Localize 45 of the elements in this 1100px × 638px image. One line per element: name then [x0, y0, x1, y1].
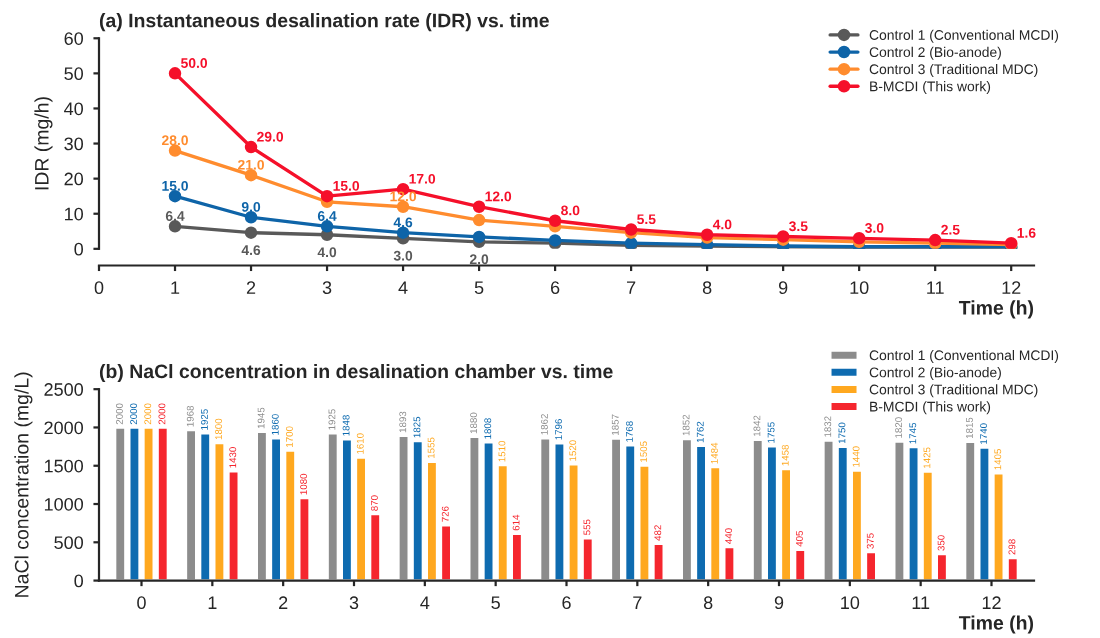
y-tick-label: 2500: [44, 383, 84, 396]
y-tick-label: 2000: [44, 421, 84, 435]
x-tick-label: 4: [398, 281, 408, 294]
x-tick-label: 0: [137, 596, 146, 610]
x-tick-label: 6: [550, 281, 560, 295]
x-tick-label: 9: [778, 281, 788, 295]
x-tick-label: 7: [627, 281, 636, 294]
y-tick-label: 10: [65, 207, 84, 221]
x-tick-label: 4: [420, 596, 430, 609]
x-tick-label: 10: [850, 281, 869, 295]
x-tick-label: 11: [927, 281, 944, 294]
x-tick-label: 3: [322, 281, 332, 295]
x-tick-label: 3: [349, 596, 359, 610]
x-tick-label: 12: [1002, 281, 1021, 294]
x-tick-label: 9: [774, 596, 784, 610]
y-tick-label: 40: [64, 102, 84, 116]
x-tick-label: 1: [208, 596, 217, 609]
y-tick-label: 1500: [44, 459, 84, 473]
x-tick-label: 2: [279, 596, 288, 609]
y-tick-label: 20: [64, 172, 84, 186]
x-tick-label: 5: [474, 281, 484, 295]
y-axis-title: IDR (mg/h): [34, 97, 53, 190]
y-tick-label: 30: [64, 137, 84, 151]
x-tick-label: 7: [633, 596, 642, 609]
x-tick-label: 5: [491, 596, 500, 610]
y-tick-label: 60: [64, 32, 84, 45]
x-axis-title: Time (h): [958, 615, 1034, 634]
chart-title: (b) NaCl concentration in desalination chamber vs. time: [99, 363, 613, 383]
x-tick-label: 8: [702, 281, 712, 295]
y-tick-label: 500: [54, 536, 84, 550]
chart-title: (a) Instantaneous desalination rate (IDR) vs. time: [99, 13, 549, 32]
x-tick-label: 12: [982, 596, 1001, 609]
x-tick-label: 10: [841, 596, 860, 610]
x-tick-label: 8: [703, 596, 713, 610]
y-tick-label: 50: [64, 67, 84, 81]
y-axis-title: NaCl concentration (mg/L): [14, 372, 33, 597]
x-tick-label: 0: [94, 281, 104, 295]
x-tick-label: 6: [562, 596, 571, 610]
y-tick-label: 0: [74, 242, 84, 256]
x-axis-title: Time (h): [958, 300, 1034, 319]
y-tick-label: 1000: [44, 497, 84, 511]
x-tick-label: 11: [912, 596, 930, 609]
x-tick-label: 2: [246, 281, 256, 294]
y-tick-label: 0: [74, 574, 84, 588]
x-tick-label: 1: [171, 281, 180, 294]
